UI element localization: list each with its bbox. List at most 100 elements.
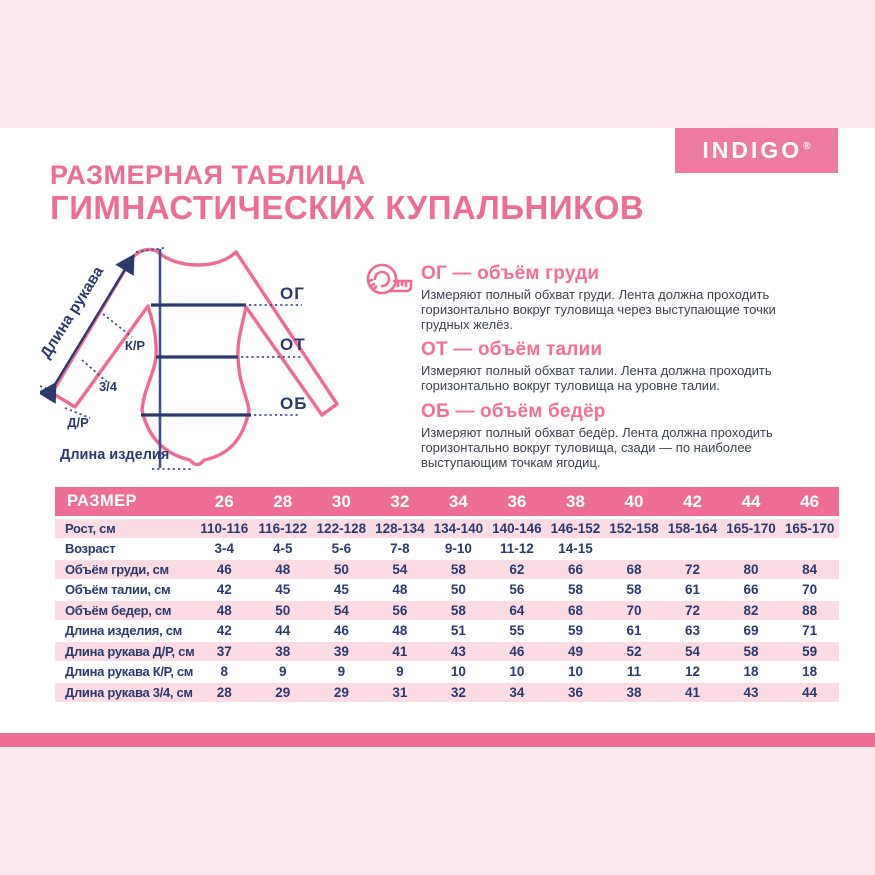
row-value: 116-122 <box>253 519 313 540</box>
row-value: 59 <box>780 642 839 663</box>
row-value: 42 <box>195 621 254 642</box>
row-value <box>780 539 839 560</box>
row-value: 45 <box>253 580 313 601</box>
size-header-value: 26 <box>195 487 254 519</box>
row-value: 128-134 <box>370 519 430 540</box>
row-value: 45 <box>312 580 371 601</box>
row-value: 59 <box>546 621 605 642</box>
row-value: 31 <box>370 683 430 704</box>
sleeve-length-arrow <box>40 253 135 404</box>
row-value: 18 <box>780 662 839 683</box>
row-value: 7-8 <box>370 539 430 560</box>
row-value: 11-12 <box>487 539 547 560</box>
table-row: Длина рукава 3/4, см 28 29 29 31 32 34 36 38 41 43… <box>55 683 839 704</box>
row-value: 54 <box>370 560 430 581</box>
row-value: 66 <box>721 580 781 601</box>
row-value: 58 <box>429 560 488 581</box>
row-value: 41 <box>370 642 430 663</box>
row-value: 58 <box>721 642 781 663</box>
leotard-measurement-diagram: Длина рукава ОГ ОТ ОБ К/Р 3/4 Д/Р Длина … <box>40 247 339 470</box>
row-value: 43 <box>429 642 488 663</box>
measure-heading: ОГ — объём груди <box>421 263 600 284</box>
row-value: 58 <box>429 601 488 622</box>
table-row: Объём груди, см 46 48 50 54 58 62 66 68 72 80 84 <box>55 560 839 581</box>
row-value: 29 <box>253 683 313 704</box>
table-row: Рост, см 110-116 116-122 122-128 128-134 134-… <box>55 519 839 540</box>
table-row: Длина рукава К/Р, см 8 9 9 9 10 10 10 11 12 18 18 <box>55 662 839 683</box>
row-value: 4-5 <box>253 539 313 560</box>
table-row: Длина рукава Д/Р, см 37 38 39 41 43 46 49 52 54 58… <box>55 642 839 663</box>
row-value: 46 <box>195 560 254 581</box>
row-value: 63 <box>663 621 722 642</box>
size-header-value: 36 <box>487 487 547 519</box>
row-value: 44 <box>780 683 839 704</box>
row-value: 82 <box>721 601 781 622</box>
row-value: 34 <box>487 683 547 704</box>
row-value: 72 <box>663 560 722 581</box>
row-value: 68 <box>546 601 605 622</box>
row-value: 9 <box>312 662 371 683</box>
row-label: Длина рукава К/Р, см <box>55 662 195 683</box>
table-row: Длина изделия, см 42 44 46 48 51 55 59 61 63 69 71 <box>55 621 839 642</box>
brand-logo-text: INDIGO® <box>702 137 811 163</box>
row-value: 29 <box>312 683 371 704</box>
table-row: Возраст 3-4 4-5 5-6 7-8 9-10 11-12 14-15 <box>55 539 839 560</box>
page-title-line2: ГИМНАСТИЧЕСКИХ КУПАЛЬНИКОВ <box>50 189 645 226</box>
measurement-section: ОБ — объём бедёр Измеряют полный обхват … <box>421 402 833 470</box>
row-value: 48 <box>370 621 430 642</box>
row-value: 9-10 <box>429 539 488 560</box>
row-value: 9 <box>370 662 430 683</box>
row-value: 50 <box>429 580 488 601</box>
row-value: 61 <box>604 621 664 642</box>
row-value: 10 <box>429 662 488 683</box>
ot-label: ОТ <box>280 335 306 354</box>
row-value: 48 <box>370 580 430 601</box>
row-value: 72 <box>663 601 722 622</box>
row-value: 58 <box>546 580 605 601</box>
row-value <box>721 539 781 560</box>
row-value: 56 <box>370 601 430 622</box>
size-header-value: 46 <box>780 487 839 519</box>
row-value: 52 <box>604 642 664 663</box>
row-value: 68 <box>604 560 664 581</box>
three-quarter-label: 3/4 <box>99 379 118 394</box>
size-table-head: РАЗМЕР 26 28 30 32 34 36 38 40 42 44 46 <box>55 487 839 519</box>
row-value: 158-164 <box>663 519 722 540</box>
size-header-value: 44 <box>721 487 781 519</box>
row-label: Возраст <box>55 539 195 560</box>
size-table-container: РАЗМЕР 26 28 30 32 34 36 38 40 42 44 46 Рост, см 110… <box>55 487 839 704</box>
row-value: 62 <box>487 560 547 581</box>
row-value: 152-158 <box>604 519 664 540</box>
row-value: 80 <box>721 560 781 581</box>
row-value: 42 <box>195 580 254 601</box>
measure-text: Измеряют полный обхват груди. Лента долж… <box>421 287 776 332</box>
row-value: 70 <box>604 601 664 622</box>
row-value: 10 <box>546 662 605 683</box>
row-value: 61 <box>663 580 722 601</box>
registered-mark: ® <box>803 141 811 153</box>
ob-label: ОБ <box>280 394 307 413</box>
row-value: 14-15 <box>546 539 605 560</box>
row-value: 28 <box>195 683 254 704</box>
row-value: 39 <box>312 642 371 663</box>
row-value: 165-170 <box>780 519 839 540</box>
row-value: 70 <box>780 580 839 601</box>
row-value: 11 <box>604 662 664 683</box>
row-value: 5-6 <box>312 539 371 560</box>
row-value: 71 <box>780 621 839 642</box>
row-value: 122-128 <box>312 519 371 540</box>
row-value: 66 <box>546 560 605 581</box>
size-header-label: РАЗМЕР <box>55 487 195 519</box>
row-value: 110-116 <box>195 519 254 540</box>
bottom-accent-stripe <box>0 733 875 747</box>
row-value: 146-152 <box>546 519 605 540</box>
row-value: 50 <box>253 601 313 622</box>
size-header-value: 38 <box>546 487 605 519</box>
row-value: 12 <box>663 662 722 683</box>
og-label: ОГ <box>280 284 305 303</box>
size-header-value: 32 <box>370 487 430 519</box>
row-value <box>604 539 664 560</box>
row-value: 48 <box>253 560 313 581</box>
size-header-value: 28 <box>253 487 313 519</box>
kr-label: К/Р <box>125 338 146 353</box>
